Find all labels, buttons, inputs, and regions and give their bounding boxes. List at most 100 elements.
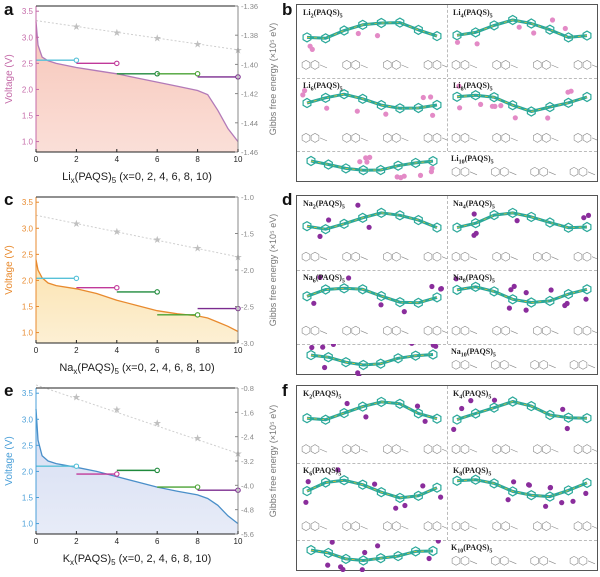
- formula-unit-count: 5: [340, 87, 343, 93]
- schematic-ring: [452, 167, 460, 176]
- metal-ion-atom: [320, 345, 325, 350]
- x-tick-label: 0: [34, 155, 39, 164]
- schematic-bond: [320, 449, 327, 452]
- metal-ion-atom: [378, 302, 383, 307]
- schematic-ring: [574, 445, 582, 454]
- x-label-mid: (PAQS): [77, 362, 114, 374]
- metal-ion-atom: [418, 173, 423, 178]
- metal-ion-atom: [309, 345, 314, 350]
- schematic-bond: [592, 257, 597, 260]
- formula-unit: (PAQS): [463, 543, 489, 552]
- metal-ion-atom: [360, 567, 365, 572]
- molecule-backbone: [307, 23, 437, 39]
- y2-tick-label: -1.44: [241, 119, 258, 128]
- y-tick-label: 2.0: [22, 276, 34, 285]
- metal-ion-atom: [583, 491, 588, 496]
- schematic-ring: [542, 445, 550, 454]
- x-axis-label: Lix(PAQS)5 (x=0, 2, 4, 6, 8, 10): [62, 171, 212, 185]
- schematic-ring: [574, 326, 582, 335]
- metal-ion-atom: [429, 166, 434, 171]
- metal-ion-atom: [513, 115, 518, 120]
- formula-unit-count: 5: [492, 205, 495, 211]
- y-tick-label: 1.5: [22, 112, 34, 121]
- molecule-group: [451, 397, 591, 432]
- y2-tick-label: -1.6: [241, 408, 254, 417]
- schematic-ring: [533, 326, 541, 335]
- schematic-ring: [579, 556, 587, 565]
- formula-unit-count: 5: [490, 87, 493, 93]
- formula-element: Li: [303, 81, 311, 90]
- schematic-ring: [461, 445, 469, 454]
- schematic-ring: [542, 133, 550, 142]
- y2-tick-label: -0.8: [241, 384, 254, 393]
- schematic-bond: [470, 526, 477, 529]
- molecule-group: [307, 155, 437, 180]
- y-tick-label: 2.5: [22, 59, 34, 68]
- schematic-bond: [511, 331, 518, 334]
- voltage-area: [36, 409, 238, 534]
- schematic-bond: [361, 65, 368, 68]
- voltage-step-marker: [74, 58, 78, 62]
- metal-ion-atom: [383, 112, 388, 117]
- y2-tick-label: -4.8: [241, 506, 254, 515]
- schematic-bond: [320, 331, 327, 334]
- metal-ion-atom: [565, 426, 570, 431]
- metal-ion-atom: [363, 414, 368, 419]
- schematic-bond: [401, 449, 408, 452]
- metal-ion-atom: [338, 564, 343, 569]
- metal-ion-atom: [471, 233, 476, 238]
- metal-ion-atom: [550, 17, 555, 22]
- x-tick-label: 10: [234, 155, 243, 164]
- schematic-ring: [452, 326, 460, 335]
- voltage-step-marker: [74, 464, 78, 468]
- x-tick-label: 0: [34, 346, 39, 355]
- molecule-cell: Na4(PAQS)5: [447, 196, 597, 270]
- schematic-ring: [502, 445, 510, 454]
- schematic-ring: [579, 167, 587, 176]
- metal-ion-atom: [475, 41, 480, 46]
- x-tick-label: 4: [115, 155, 120, 164]
- schematic-ring: [540, 556, 548, 565]
- metal-ion-atom: [559, 500, 564, 505]
- metal-ion-atom: [565, 301, 570, 306]
- schematic-ring: [583, 60, 591, 69]
- y2-tick-label: -1.5: [241, 230, 254, 239]
- molecule-cell: Li6(PAQS)5: [297, 78, 447, 151]
- schematic-ring: [452, 522, 460, 531]
- formula-unit-count: 5: [340, 14, 343, 20]
- schematic-ring: [343, 445, 351, 454]
- molecule-cell: Li4(PAQS)5: [447, 5, 597, 78]
- schematic-bond: [511, 257, 518, 260]
- y2-tick-label: -1.46: [241, 148, 258, 157]
- schematic-ring: [461, 326, 469, 335]
- formula-label: K8(PAQS)5: [453, 466, 491, 478]
- formula-label: Na8(PAQS)5: [453, 273, 495, 285]
- formula-element: Li: [453, 8, 461, 17]
- schematic-ring: [311, 522, 319, 531]
- schematic-ring: [542, 60, 550, 69]
- schematic-bond: [470, 138, 477, 141]
- schematic-ring: [493, 326, 501, 335]
- x-tick-label: 2: [74, 537, 79, 546]
- energy-star-marker: ★: [72, 22, 81, 33]
- metal-ion-atom: [420, 483, 425, 488]
- schematic-bond: [470, 257, 477, 260]
- schematic-bond: [401, 65, 408, 68]
- schematic-ring: [531, 360, 539, 369]
- schematic-ring: [433, 326, 441, 335]
- voltage-step-marker: [195, 313, 199, 317]
- schematic-ring: [461, 133, 469, 142]
- metal-ion-atom: [427, 556, 432, 561]
- schematic-ring: [570, 360, 578, 369]
- voltage-step-marker: [115, 286, 119, 290]
- schematic-ring: [540, 167, 548, 176]
- schematic-ring: [491, 167, 499, 176]
- schematic-ring: [570, 167, 578, 176]
- molecule-cell: K6(PAQS)5: [297, 463, 447, 540]
- molecule-cell: Li2(PAQS)5: [297, 5, 447, 78]
- metal-ion-atom: [375, 33, 380, 38]
- formula-unit: (PAQS): [466, 199, 492, 208]
- metal-ion-atom: [331, 344, 336, 347]
- schematic-ring: [392, 60, 400, 69]
- x-tick-label: 6: [155, 537, 160, 546]
